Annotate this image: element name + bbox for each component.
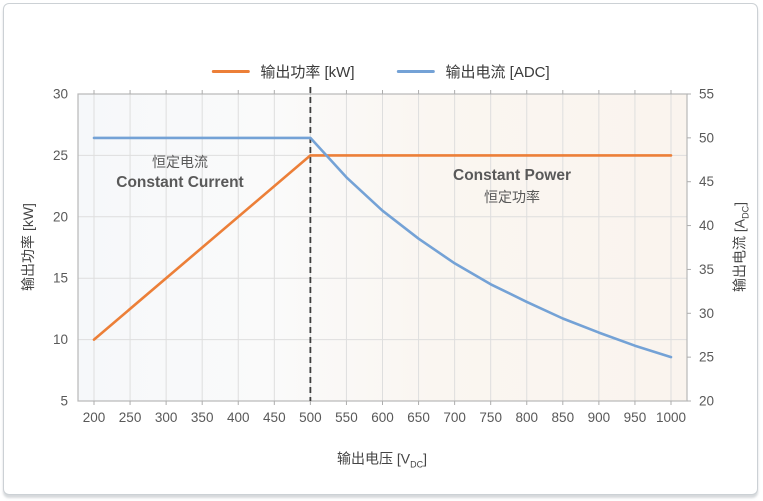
x-tick-label: 950	[624, 410, 647, 425]
x-tick-label: 200	[83, 410, 106, 425]
y-right-tick-label: 40	[699, 218, 714, 233]
y-right-axis-title: 输出电流 [ADC]	[730, 202, 751, 292]
legend-item-current: 输出电流 [ADC]	[396, 61, 550, 82]
x-tick-label: 350	[191, 410, 214, 425]
y-right-tick-label: 45	[699, 174, 714, 189]
legend-item-power: 输出功率 [kW]	[211, 61, 354, 82]
x-tick-label: 700	[443, 410, 466, 425]
x-tick-label: 750	[479, 410, 502, 425]
y-right-tick-label: 20	[699, 394, 714, 409]
x-tick-label: 850	[552, 410, 575, 425]
x-tick-label: 650	[407, 410, 430, 425]
annotation-constant-power: Constant Power 恒定功率	[453, 165, 571, 208]
y-left-axis-title-text: 输出功率 [kW]	[20, 203, 36, 291]
annotation-constant-current: 恒定电流 Constant Current	[116, 152, 243, 195]
x-tick-label: 400	[227, 410, 250, 425]
x-tick-label: 300	[155, 410, 178, 425]
current-legend-label: 输出电流 [ADC]	[445, 64, 550, 81]
y-right-axis-title-text: 输出电流 [A	[731, 218, 748, 293]
x-tick-label: 800	[515, 410, 538, 425]
x-axis-title-suffix: ]	[423, 450, 428, 467]
y-left-tick-label: 10	[53, 332, 68, 347]
power-line-series	[92, 154, 673, 341]
plot-svg: 5 10 15 20 25 30 20 25 30 35 40 45 50 55 200 250 300 350 4…	[53, 87, 714, 426]
x-tick-label: 550	[335, 410, 358, 425]
y-left-tick-label: 25	[53, 148, 68, 163]
x-tick-label: 1000	[656, 410, 686, 425]
current-line-series	[92, 136, 673, 359]
y-right-tick-label: 30	[699, 306, 714, 321]
x-tick-label: 500	[299, 410, 322, 425]
y-right-axis-title-suffix: ]	[731, 201, 748, 206]
x-tick-label: 450	[263, 410, 286, 425]
x-axis-title-text: 输出电压 [V	[336, 450, 411, 467]
legend: 输出功率 [kW] 输出电流 [ADC]	[211, 61, 550, 82]
x-tick-label: 900	[588, 410, 611, 425]
x-axis-title: 输出电压 [VDC]	[337, 449, 427, 470]
y-right-axis-title-subscript: DC	[740, 205, 751, 219]
power-legend-swatch-icon	[211, 70, 250, 73]
annotation-cp-chinese: 恒定功率	[483, 189, 540, 206]
current-legend-swatch-icon	[396, 70, 435, 73]
y-left-tick-label: 5	[60, 394, 68, 409]
annotation-cp-english: Constant Power	[453, 167, 571, 184]
y-left-axis-title: 输出功率 [kW]	[18, 203, 38, 291]
annotation-cc-chinese: 恒定电流	[151, 154, 208, 170]
x-tick-label: 250	[119, 410, 142, 425]
annotation-cc-english: Constant Current	[116, 174, 244, 192]
chart-canvas: 输出功率 [kW] 输出电流 [ADC] 5 10 15 20 25 30 20 25 30 35…	[3, 3, 758, 495]
y-left-tick-label: 15	[53, 271, 68, 286]
y-right-tick-label: 35	[699, 262, 714, 277]
x-axis-title-subscript: DC	[410, 459, 424, 470]
y-right-tick-label: 25	[699, 350, 714, 365]
y-left-tick-label: 30	[53, 87, 68, 102]
y-left-tick-label: 20	[53, 209, 68, 224]
y-right-tick-label: 55	[699, 87, 714, 102]
x-tick-label: 600	[371, 410, 394, 425]
power-legend-label: 输出功率 [kW]	[260, 64, 355, 81]
y-right-tick-label: 50	[699, 130, 714, 145]
